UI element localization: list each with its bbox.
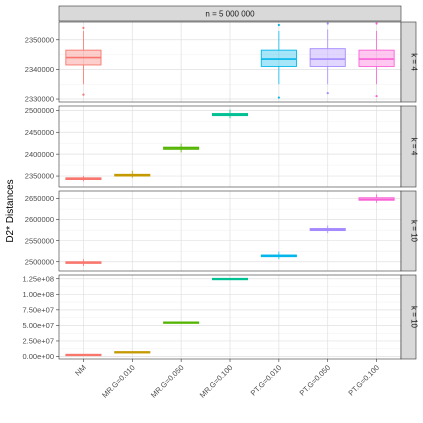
box-outlier [277, 96, 280, 99]
box-mr-g-0-100 [211, 109, 249, 119]
y-tick-label: 5.00e+07 [23, 321, 55, 330]
x-tick-label: MR.G=0.100 [198, 363, 235, 400]
top-strip-background [58, 5, 402, 22]
y-tick-label: 2350000 [25, 35, 54, 44]
y-tick-label: 2.50e+07 [23, 337, 55, 346]
x-tick-label: MR.G=0.050 [149, 363, 186, 400]
box-outlier [326, 92, 329, 95]
panel-strip [400, 274, 417, 360]
panels: 2330000 2340000 2350000 k = 4 2350000 2400000… [23, 21, 419, 361]
chart-title: n = 5 000 000 [205, 10, 255, 19]
panel-strip-label: k = 10 [410, 306, 419, 329]
panel-strip-label: k = 10 [410, 220, 419, 243]
y-tick-label: 2400000 [25, 150, 54, 159]
y-tick-label: 0.00e+00 [23, 352, 55, 361]
y-tick-label: 2600000 [25, 215, 54, 224]
x-axis: NM MR.G=0.010 MR.G=0.050 MR.G=0.100 PT.G=0.0… [73, 359, 381, 400]
box-outlier [82, 26, 85, 30]
y-tick-label: 1.00e+08 [23, 290, 55, 299]
box-mr-g-0-050 [163, 143, 200, 153]
x-tick-label: MR.G=0.010 [100, 363, 137, 400]
y-tick-label: 2500000 [25, 257, 54, 266]
box-pt-g-0-010 [260, 23, 297, 99]
panel-3: 2500000 2550000 2600000 2650000 k = 10 [25, 190, 419, 272]
panel-4: 0.00e+00 2.50e+07 5.00e+07 7.50e+07 1.00e+08… [23, 274, 419, 361]
y-tick-label: 2350000 [25, 172, 54, 181]
box-nm [65, 176, 102, 182]
box-outlier [82, 93, 85, 96]
panel-strip [400, 21, 417, 103]
panel-strip-label: k = 4 [410, 138, 419, 156]
y-tick-label: 2340000 [25, 65, 54, 74]
panel-2: 2350000 2400000 2450000 2500000 k = 4 [25, 105, 419, 188]
box-outlier [277, 23, 280, 27]
box-outlier [326, 22, 329, 25]
y-tick-label: 2330000 [25, 95, 54, 104]
x-tick-label: NM [73, 363, 88, 378]
box-pt-g-0-100 [358, 194, 395, 203]
top-strip: n = 5 000 000 [58, 5, 402, 22]
panel-1: 2330000 2340000 2350000 k = 4 [25, 21, 419, 104]
y-tick-label: 7.50e+07 [23, 305, 55, 314]
box-pt-g-0-100 [358, 22, 395, 98]
x-tick-label: PT.G=0.050 [298, 363, 333, 398]
box-outlier [375, 22, 378, 25]
box-nm [65, 353, 102, 357]
x-tick-label: PT.G=0.010 [249, 363, 284, 398]
y-tick-label: 2550000 [25, 236, 54, 245]
y-tick-label: 2500000 [25, 106, 54, 115]
y-tick-label: 1.25e+08 [23, 274, 55, 283]
box-nm [65, 259, 102, 266]
panel-strip-label: k = 4 [410, 53, 419, 71]
panel-strip [400, 190, 417, 272]
y-tick-label: 2450000 [25, 128, 54, 137]
box-pt-g-0-010 [260, 251, 297, 260]
box-outlier [375, 94, 378, 98]
panel-strip [400, 105, 417, 188]
box-pt-g-0-050 [309, 22, 346, 95]
box-nm [65, 26, 102, 96]
box-mr-g-0-100 [211, 277, 249, 281]
box-mr-g-0-010 [114, 351, 151, 354]
box-mr-g-0-010 [114, 170, 151, 178]
box-body [309, 48, 346, 67]
box-pt-g-0-050 [309, 225, 346, 234]
x-tick-label: PT.G=0.100 [346, 363, 381, 398]
y-tick-label: 2650000 [25, 194, 54, 203]
box-mr-g-0-050 [163, 321, 200, 324]
y-axis-title: D2* Distances [5, 179, 16, 242]
